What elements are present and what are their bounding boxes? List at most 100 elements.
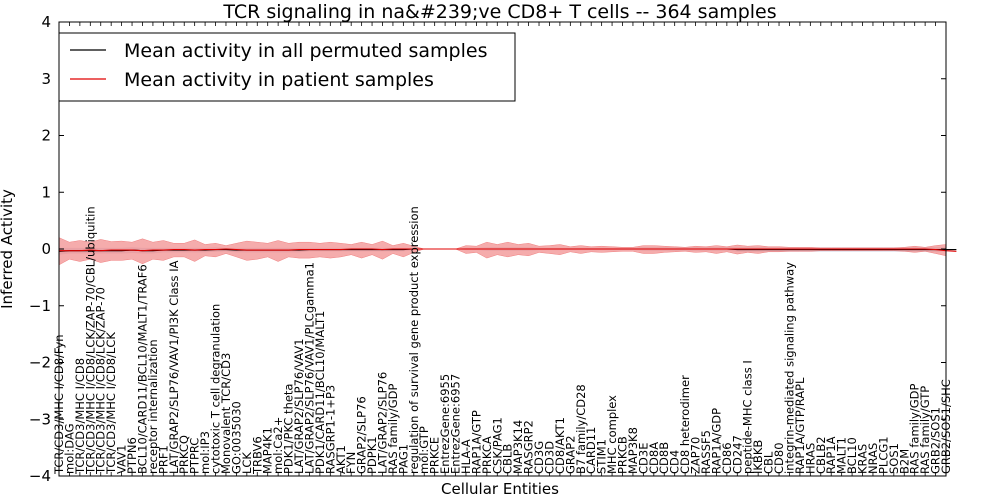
category-label: LAT/GRAP2/SLP76/VAV1 <box>292 338 306 474</box>
category-label: PTPN6 <box>125 437 139 474</box>
patient-mean-line <box>59 248 957 252</box>
category-label: CD8 heterodimer <box>678 375 692 474</box>
legend-label-patient: Mean activity in patient samples <box>124 69 434 91</box>
category-label: PTPRC <box>188 438 202 474</box>
category-label: MALT1 <box>835 437 849 474</box>
y-tick-label: −4 <box>29 467 51 485</box>
category-label: integrin-mediated signaling pathway <box>783 262 797 474</box>
category-label: cytotoxic T cell degranulation <box>209 304 223 474</box>
plot-frame <box>58 21 947 477</box>
category-label: LCK <box>240 452 254 474</box>
category-label: CD247 <box>730 435 744 474</box>
category-label: HRAS <box>803 443 817 474</box>
plot-area <box>58 21 957 477</box>
category-label: CD4 <box>668 450 682 474</box>
category-label: RAP1A <box>824 436 838 474</box>
category-label: SOS1 <box>887 443 901 474</box>
category-label: CD3G <box>532 441 546 474</box>
category-label: CBLB <box>501 444 515 474</box>
y-tick-label: 4 <box>41 13 51 31</box>
y-tick-label: −1 <box>29 297 51 315</box>
category-label: CD8A <box>647 442 661 474</box>
category-label: CD86 <box>720 442 734 474</box>
y-tick-label: 1 <box>41 183 51 201</box>
category-label: GRAP2/SLP76 <box>355 396 369 474</box>
category-label: BCL10 <box>845 437 859 474</box>
y-tick-label: 0 <box>41 240 51 258</box>
category-label: HLA-A <box>459 439 473 474</box>
category-label: MAP4K1 <box>261 427 275 474</box>
y-tick-label: −3 <box>29 410 51 428</box>
category-label: CBL <box>762 451 776 474</box>
category-label: CD3D <box>543 441 557 474</box>
category-label: B2M <box>897 449 911 474</box>
category-label: STIM1 <box>595 439 609 474</box>
category-label: TCR/CD3/MHC I/CD8 <box>73 358 87 475</box>
category-label: RAS family/GDP <box>386 384 400 474</box>
category-label: RAP1A/GTP <box>469 410 483 474</box>
category-label: GRAP2 <box>563 435 577 474</box>
category-label: PRKCQ <box>177 435 191 474</box>
category-label: receptor internalization <box>146 339 160 474</box>
y-tick-label: −2 <box>29 354 51 372</box>
category-label: PRKCE <box>428 437 442 474</box>
category-label: PLCG1 <box>876 436 890 474</box>
category-label: Monovalent TCR/CD3 <box>219 353 233 474</box>
patient-band <box>58 237 947 266</box>
category-label: TCR/CD3/MHC I/CD8/LCK/ZAP-70/CBL/ubiquit… <box>83 206 97 475</box>
category-label: CBLB2 <box>814 436 828 474</box>
category-label: IKBKB <box>751 440 765 474</box>
category-label: TCR/CD3/MHC I/CD8/Fyn <box>52 334 66 475</box>
category-label: CARD11 <box>584 427 598 474</box>
category-label: GRB2/SOS1/SHC <box>939 379 953 474</box>
category-label: MAP3K14 <box>511 420 525 474</box>
category-label: ZAP70 <box>689 437 703 474</box>
category-label: RAP1A/GDP <box>709 408 723 474</box>
category-label: PAG1 <box>396 444 410 474</box>
category-label: RAS family/GTP <box>918 386 932 474</box>
category-label: VAV1 <box>115 445 129 474</box>
category-label: PDK1/PKC theta <box>282 384 296 474</box>
category-label: mol:DAG <box>62 423 76 474</box>
category-label: peptide-MHC class I <box>741 360 755 474</box>
category-label: LAT/GRAP2/SLP76/VAV1/PLCgamma1 <box>302 262 316 474</box>
category-label: RAP1A/GTP/RAPL <box>793 377 807 474</box>
category-label: PDK1/CARD11/BCL10/MALT1 <box>313 311 327 474</box>
category-label: KRAS <box>856 444 870 474</box>
category-label: EntrezGene:6955 <box>438 374 452 474</box>
category-label: EntrezGene:6957 <box>449 374 463 474</box>
legend-label-permuted: Mean activity in all permuted samples <box>124 40 487 62</box>
category-label: regulation of survival gene product expr… <box>407 206 421 474</box>
x-axis-label: Cellular Entities <box>441 480 559 498</box>
category-label: RASGRP1-1+P3 <box>323 385 337 474</box>
category-label: mol:Ca2+ <box>271 417 285 474</box>
category-label: RAS family/GDP <box>908 384 922 474</box>
category-label: CD8B <box>657 442 671 474</box>
category-label: PRF1 <box>156 445 170 474</box>
category-label: mol:GTP <box>417 426 431 474</box>
category-label: LAT/GRAP2/SLP76/VAV1/PI3K Class IA <box>167 260 181 474</box>
category-label: PRKCB <box>616 436 630 474</box>
category-label: TCR/CD3/MHC I/CD8/LCK/ZAP-70 <box>94 287 108 475</box>
category-label: GO:0035030 <box>229 401 243 474</box>
category-label: MAP3K8 <box>626 427 640 474</box>
category-label: CSK/PAG1 <box>490 417 504 474</box>
category-label: LAT/GRAP2/SLP76 <box>376 372 390 474</box>
category-label: CD80 <box>772 442 786 474</box>
legend-box <box>58 32 516 102</box>
chart-title: TCR signaling in na&#239;ve CD8+ T cells… <box>222 1 776 23</box>
category-label: CD8/AKT1 <box>553 417 567 474</box>
category-label: GRB2/SOS1 <box>929 407 943 474</box>
category-label: RASGRP2 <box>522 420 536 474</box>
y-tick-label: 2 <box>41 127 51 145</box>
category-label: NRAS <box>866 443 880 474</box>
category-label: BCL10/CARD11/BCL10/MALT1/TRAF6 <box>136 264 150 474</box>
y-axis-label: Inferred Activity <box>0 189 16 309</box>
category-label: mol:IP3 <box>198 431 212 474</box>
category-label: TRBV6 <box>250 436 264 475</box>
y-tick-label: 3 <box>41 70 51 88</box>
category-label: PRKCA <box>480 436 494 474</box>
category-label: TCR/CD3/MHC I/CD8/LCK <box>104 332 118 475</box>
category-label: B7 family/CD28 <box>574 384 588 474</box>
